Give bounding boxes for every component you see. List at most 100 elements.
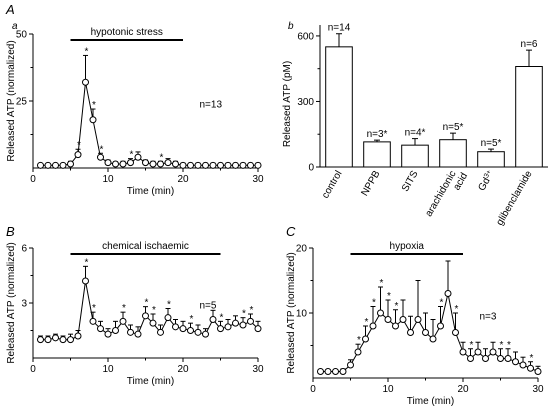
panel-label-B: B — [6, 224, 15, 239]
category-label-line: SITS — [400, 169, 421, 194]
data-point — [89, 317, 97, 325]
bar-n-label: n=5* — [481, 138, 502, 149]
y-tick-label: 50 — [16, 30, 28, 41]
category-label: Gd3+ — [476, 169, 497, 193]
x-tick-label: 20 — [177, 174, 189, 185]
data-point — [82, 277, 89, 285]
data-point — [149, 319, 157, 327]
x-tick-label: 30 — [252, 364, 264, 375]
panel-B-ischaemic-chart: 0 10 20 30 3 6 Time (min) Released ATP (normali… — [6, 241, 264, 387]
category-label: SITS — [400, 169, 421, 194]
data-point — [142, 159, 149, 167]
bar-n-label: n=5* — [443, 122, 464, 133]
data-point — [474, 348, 482, 356]
y-axis-label: Released ATP (pM) — [282, 61, 293, 147]
x-tick-label: 10 — [382, 384, 394, 395]
data-point — [354, 348, 362, 356]
significance-star: * — [530, 353, 534, 364]
significance-star: * — [380, 278, 384, 289]
data-point — [534, 368, 542, 375]
data-point — [187, 327, 194, 334]
data-point — [317, 368, 324, 375]
data-point — [202, 330, 209, 338]
bar — [439, 139, 467, 168]
bar-n-label: n=14 — [328, 23, 351, 34]
panel-label-C: C — [286, 224, 296, 239]
significance-star: * — [100, 144, 104, 155]
y-tick-label: 20 — [296, 244, 308, 255]
data-point — [97, 153, 104, 161]
y-axis-label: Released ATP (normalized) — [6, 242, 17, 363]
data-point — [422, 329, 429, 336]
significance-star: * — [85, 257, 89, 268]
y-tick-label: 10 — [296, 309, 308, 320]
significance-star: * — [92, 100, 96, 111]
data-point — [134, 330, 142, 338]
category-label-line: arachidonic — [423, 169, 458, 219]
data-point — [44, 161, 52, 169]
data-point — [217, 161, 224, 169]
data-point — [142, 312, 149, 320]
data-point — [119, 160, 127, 168]
data-point — [377, 309, 384, 317]
x-tick-label: 30 — [252, 174, 264, 185]
significance-star: * — [160, 152, 164, 163]
data-point — [482, 355, 489, 362]
x-tick-label: 20 — [177, 364, 189, 375]
category-label-superscript: 3+ — [483, 169, 493, 179]
data-point — [104, 159, 112, 167]
data-point — [52, 334, 59, 342]
data-point — [224, 161, 232, 169]
significance-star: * — [365, 317, 369, 328]
bar-n-label: n=4* — [405, 128, 426, 139]
data-point — [407, 329, 414, 336]
data-point — [452, 329, 459, 336]
data-point — [89, 116, 97, 124]
y-tick-label: 3 — [21, 299, 27, 310]
y-tick-label: 6 — [21, 244, 27, 255]
data-point — [254, 325, 262, 333]
n-label: n=5 — [200, 301, 217, 312]
category-label-line: Gd3+ — [476, 169, 497, 193]
data-point — [164, 159, 172, 167]
data-point — [157, 160, 164, 168]
y-tick-label: 0 — [308, 163, 314, 174]
significance-star: * — [387, 291, 391, 302]
significance-star: * — [92, 303, 96, 314]
category-label-line: control — [320, 169, 345, 200]
stimulus-label: hypoxia — [390, 241, 425, 252]
significance-star: * — [500, 340, 504, 351]
data-point — [127, 328, 134, 336]
data-point — [74, 332, 82, 340]
significance-star: * — [395, 301, 399, 312]
stimulus-label: hypotonic stress — [91, 27, 163, 38]
data-point — [239, 321, 247, 329]
x-axis-label: Time (min) — [127, 376, 174, 387]
data-point — [59, 336, 67, 344]
significance-star: * — [77, 140, 81, 151]
n-label: n=13 — [200, 100, 223, 111]
y-tick-label: 25 — [16, 97, 28, 108]
stimulus-label: chemical ischaemic — [102, 241, 189, 252]
data-point — [82, 78, 89, 86]
data-point — [209, 316, 217, 323]
category-label-line: NPPB — [359, 169, 382, 198]
data-point — [239, 161, 247, 169]
data-point — [399, 316, 407, 323]
data-point — [429, 335, 437, 343]
panel-a-hypotonic-chart: 0 10 20 30 25 50 Time (min) Released ATP (norma… — [6, 27, 264, 197]
data-point — [232, 319, 239, 327]
category-label: control — [320, 169, 345, 200]
n-label: n=3 — [480, 312, 497, 323]
series-line — [40, 82, 258, 166]
data-point — [467, 355, 474, 362]
data-point — [504, 355, 512, 362]
significance-star: * — [440, 298, 444, 309]
bar — [477, 151, 505, 168]
significance-star: * — [85, 46, 89, 57]
y-tick-label: 300 — [297, 97, 314, 108]
significance-star: * — [242, 309, 246, 320]
category-label: glibenclamide — [494, 169, 534, 228]
panel-sublabel-b: b — [288, 21, 294, 32]
